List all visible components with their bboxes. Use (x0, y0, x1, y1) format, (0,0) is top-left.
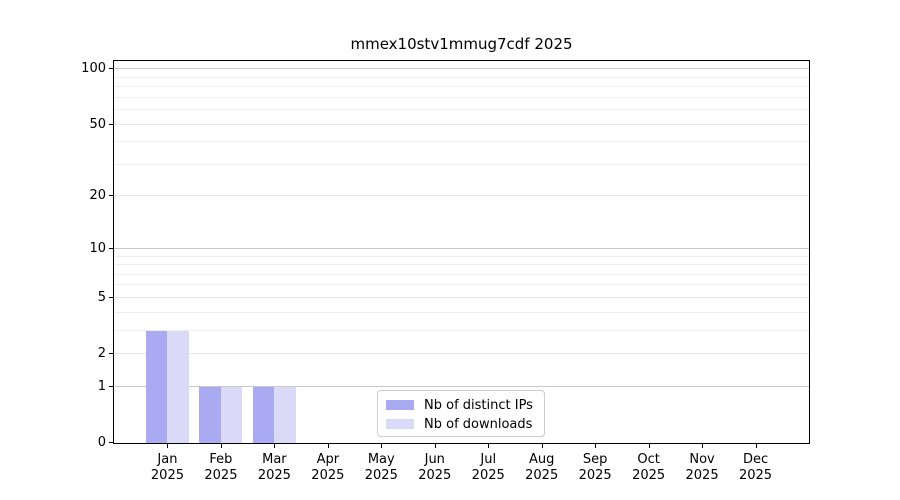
gridline-minor (114, 255, 809, 257)
x-tick-mark (595, 444, 597, 448)
gridline-minor (114, 264, 809, 266)
x-tick-label: Oct 2025 (617, 452, 681, 484)
bar-nb-of-distinct-ips (199, 386, 221, 443)
y-tick-mark (109, 247, 113, 249)
x-tick-label: Jun 2025 (403, 452, 467, 484)
x-tick-mark (541, 444, 543, 448)
x-tick-label: Apr 2025 (296, 452, 360, 484)
x-tick-year: 2025 (150, 468, 184, 483)
gridline-major (114, 385, 809, 387)
y-tick-mark (109, 442, 113, 443)
bar-nb-of-distinct-ips (145, 330, 168, 443)
x-tick-year: 2025 (738, 468, 773, 483)
x-tick-label: Jul 2025 (456, 452, 520, 484)
x-tick-label: Sep 2025 (563, 452, 627, 484)
x-tick-month: Jun (424, 452, 445, 467)
x-tick-year: 2025 (418, 468, 452, 483)
bar-nb-of-downloads (274, 386, 296, 443)
x-tick-mark (648, 444, 650, 448)
y-tick-label: 0 (97, 435, 106, 450)
gridline-minor (114, 311, 809, 313)
x-tick-year: 2025 (471, 468, 505, 483)
gridline (114, 195, 809, 197)
gridline-minor (114, 86, 809, 88)
legend-label-distinct-ips: Nb of distinct IPs (424, 397, 533, 413)
y-tick-label: 2 (97, 346, 106, 362)
gridline-minor (114, 284, 809, 286)
gridline-minor (114, 273, 809, 275)
gridline-major (114, 247, 809, 249)
x-tick-month: Mar (262, 452, 287, 467)
x-tick-label: Nov 2025 (670, 452, 734, 484)
y-tick-mark (109, 195, 113, 197)
gridline (114, 353, 809, 355)
x-tick-mark (702, 444, 704, 448)
x-tick-mark (488, 444, 490, 448)
gridline-minor (114, 109, 809, 111)
x-tick-month: Jan (157, 452, 178, 467)
x-tick-label: Feb 2025 (189, 452, 253, 484)
x-tick-label: Aug 2025 (510, 452, 574, 484)
x-tick-year: 2025 (525, 468, 559, 483)
chart-title: mmex10stv1mmug7cdf 2025 (350, 35, 573, 53)
bar-nb-of-downloads (220, 386, 243, 443)
x-tick-label: May 2025 (349, 452, 413, 484)
legend: Nb of distinct IPs Nb of downloads (377, 390, 545, 437)
x-tick-month: Oct (637, 452, 660, 467)
legend-label-downloads: Nb of downloads (424, 416, 533, 432)
x-tick-year: 2025 (685, 468, 719, 483)
legend-swatch-downloads (386, 419, 414, 429)
y-tick-mark (109, 385, 113, 387)
x-tick-label: Mar 2025 (242, 452, 306, 484)
x-tick-month: Feb (209, 452, 233, 467)
gridline-minor (114, 163, 809, 165)
x-tick-month: Jul (480, 452, 497, 467)
y-tick-mark (109, 296, 113, 298)
x-tick-mark (220, 444, 222, 448)
x-tick-month: Aug (528, 452, 555, 467)
gridline-minor (114, 96, 809, 98)
y-tick-label: 10 (89, 240, 106, 256)
x-tick-month: Apr (316, 452, 340, 467)
gridline (114, 123, 809, 125)
gridline-minor (114, 76, 809, 78)
y-tick-label: 20 (89, 188, 106, 204)
gridline-major (114, 68, 809, 70)
x-tick-month: May (367, 452, 395, 467)
x-tick-mark (381, 444, 383, 448)
bar-nb-of-distinct-ips (252, 386, 275, 443)
x-tick-mark (755, 444, 757, 448)
gridline (114, 296, 809, 298)
x-tick-label: Jan 2025 (135, 452, 199, 484)
x-tick-year: 2025 (257, 468, 291, 483)
x-tick-mark (167, 444, 169, 448)
x-tick-month: Sep (582, 452, 608, 467)
x-tick-month: Dec (742, 452, 769, 467)
plot-area: Nb of distinct IPs Nb of downloads (113, 60, 810, 444)
x-tick-year: 2025 (311, 468, 345, 483)
x-tick-mark (274, 444, 276, 448)
x-tick-mark (434, 444, 436, 448)
x-tick-year: 2025 (632, 468, 666, 483)
x-tick-year: 2025 (578, 468, 612, 483)
x-tick-month: Nov (689, 452, 715, 467)
y-tick-mark (109, 68, 113, 70)
x-tick-year: 2025 (204, 468, 238, 483)
legend-item-distinct-ips: Nb of distinct IPs (386, 397, 544, 413)
legend-item-downloads: Nb of downloads (386, 416, 544, 432)
y-tick-mark (109, 123, 113, 125)
y-tick-label: 100 (81, 61, 106, 77)
y-tick-label: 50 (89, 116, 106, 132)
x-tick-year: 2025 (364, 468, 398, 483)
x-tick-label: Dec 2025 (724, 452, 788, 484)
x-tick-mark (327, 444, 329, 448)
y-tick-label: 5 (97, 289, 106, 305)
legend-swatch-distinct-ips (386, 400, 414, 410)
y-tick-label: 1 (97, 378, 106, 394)
y-tick-mark (109, 353, 113, 355)
bar-nb-of-downloads (167, 330, 189, 443)
gridline-minor (114, 329, 809, 331)
gridline-minor (114, 141, 809, 143)
